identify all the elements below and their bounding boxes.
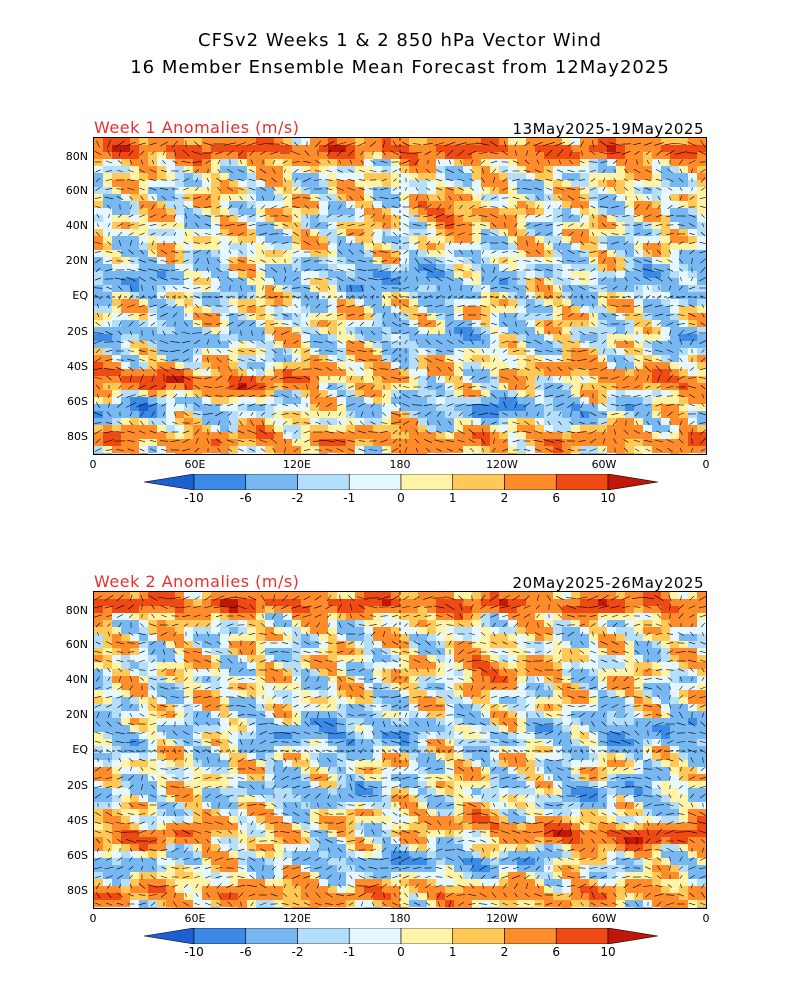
week2-colorbar-swatch [400,928,454,944]
week1-lat-tick: 20S [67,325,88,338]
week2-lat-tick: EQ [72,743,88,756]
week1-colorbar-swatch [245,474,298,490]
week2-label: Week 2 Anomalies (m/s) [94,572,300,591]
week2-lon-tick: 0 [702,912,710,925]
week1-lon-tick: 0 [89,458,97,471]
week1-colorbar-swatch [400,474,454,490]
week2-colorbar-label: -2 [291,945,304,959]
week2-lat-tick: 40N [65,673,88,686]
week1-map-canvas [94,138,706,454]
week2-lat-tick: 20S [67,779,88,792]
week2-anomaly-map [93,591,707,909]
week2-colorbar-label: 6 [552,945,561,959]
week2-lat-tick: 60N [65,638,88,651]
week1-anomaly-shading [94,138,706,454]
week2-lon-tick: 60W [591,912,617,925]
week2-colorbar-label: -1 [343,945,356,959]
week2-lat-tick: 80S [67,884,88,897]
week2-colorbar-swatch [193,928,247,944]
week2-colorbar-max-arrow [607,928,658,944]
week1-lon-tick: 180 [389,458,411,471]
week1-lat-tick: 80S [67,430,88,443]
week1-lon-tick: 60W [591,458,617,471]
week2-colorbar-swatch [452,928,505,944]
week2-colorbar-label: 1 [448,945,457,959]
week1-wind-vectors [94,139,706,453]
week1-colorbar-label: 0 [397,491,405,505]
week1-colorbar-label: 10 [600,491,616,505]
week2-lon-tick: 0 [89,912,97,925]
week1-lon-tick: 0 [702,458,710,471]
week2-colorbar-min-arrow [144,928,195,944]
week2-lat-tick: 80N [65,604,88,617]
figure-title-line1: CFSv2 Weeks 1 & 2 850 hPa Vector Wind [198,30,602,51]
week1-lat-tick: 60N [65,184,88,197]
week2-wind-vectors [94,594,706,908]
week1-colorbar-label: -10 [184,491,204,505]
week1-colorbar-label: -6 [239,491,252,505]
week2-colorbar-swatch [504,928,557,944]
week1-lon-tick: 120W [486,458,518,471]
week1-colorbar-label: -1 [343,491,356,505]
week1-colorbar [144,474,658,490]
week2-lon-tick: 60E [184,912,206,925]
week2-lat-tick: 60S [67,849,88,862]
week2-colorbar-swatch [348,928,402,944]
week1-lat-tick: 80N [65,150,88,163]
week1-colorbar-label: 6 [552,491,561,505]
week1-colorbar-label: 1 [448,491,457,505]
week2-colorbar-label: -6 [239,945,252,959]
week2-lon-tick: 180 [389,912,411,925]
week1-dates: 13May2025-19May2025 [512,120,704,138]
week2-colorbar-label: 10 [600,945,616,959]
week2-lon-tick: 120E [283,912,311,925]
week2-colorbar-label: 0 [397,945,405,959]
week2-colorbar-swatch [245,928,298,944]
figure-title-line2: 16 Member Ensemble Mean Forecast from 12… [130,57,670,78]
week2-lat-tick: 20N [65,708,88,721]
week1-colorbar-label: -2 [291,491,304,505]
week1-lat-tick: 20N [65,254,88,267]
week2-lon-tick: 120W [486,912,518,925]
week1-label: Week 1 Anomalies (m/s) [94,118,300,137]
week2-lat-tick: 40S [67,814,88,827]
week2-anomaly-shading [94,592,706,908]
week1-colorbar-swatch [452,474,505,490]
week1-lat-tick: EQ [72,289,88,302]
week1-lat-tick: 40N [65,219,88,232]
week2-colorbar-swatch [297,928,350,944]
week2-dates: 20May2025-26May2025 [512,574,704,592]
week2-colorbar-swatch [555,928,609,944]
week1-colorbar-label: 2 [500,491,509,505]
week1-lon-tick: 120E [283,458,311,471]
week1-lon-tick: 60E [184,458,206,471]
week1-colorbar-swatch [555,474,609,490]
week1-anomaly-map [93,137,707,455]
week1-colorbar-swatch [348,474,402,490]
week1-colorbar-max-arrow [607,474,658,490]
week1-lat-tick: 60S [67,395,88,408]
week1-lat-tick: 40S [67,360,88,373]
week2-colorbar [144,928,658,944]
week1-colorbar-swatch [504,474,557,490]
week1-colorbar-min-arrow [144,474,195,490]
week2-map-canvas [94,592,706,908]
week1-colorbar-swatch [297,474,350,490]
week2-colorbar-label: -10 [184,945,204,959]
week2-colorbar-label: 2 [500,945,509,959]
week1-colorbar-swatch [193,474,247,490]
